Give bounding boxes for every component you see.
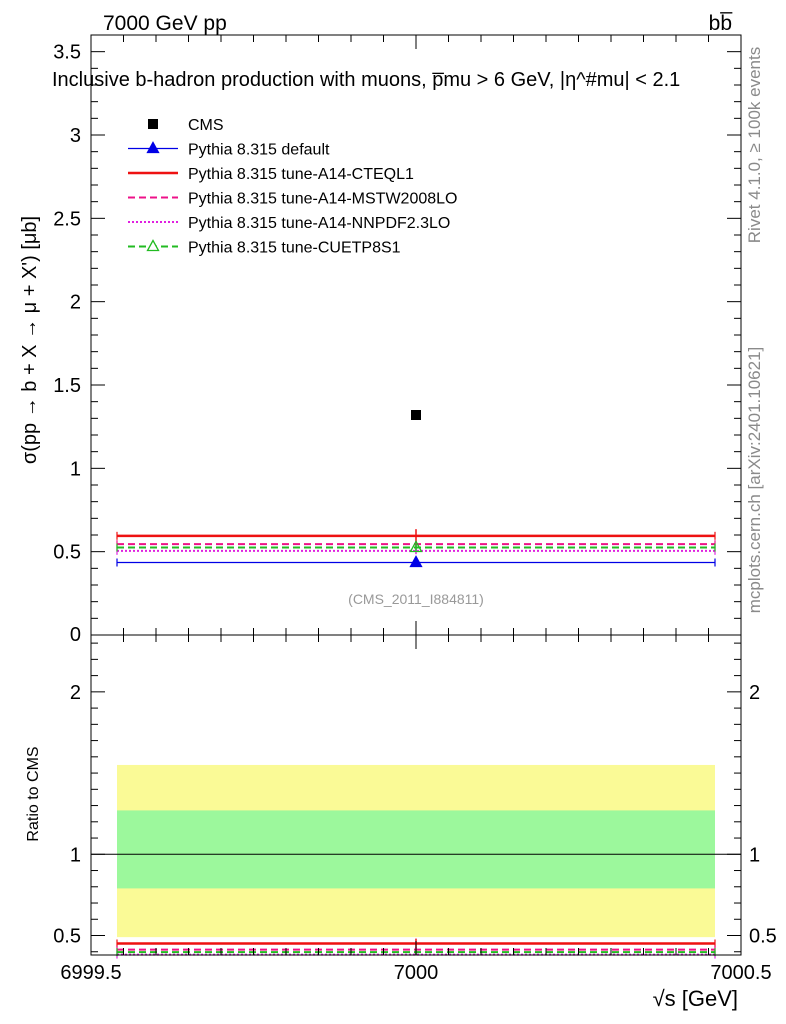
legend-marker-4 <box>146 239 160 252</box>
y-axis-label: σ(pp → b + X → μ + X') [μb] <box>19 216 41 464</box>
x-tick-label: 7000.5 <box>710 962 771 984</box>
data-point-cms <box>411 410 421 420</box>
y-tick-label-zero: 0 <box>70 624 81 646</box>
series-marker-4 <box>409 540 423 553</box>
legend-label-2: Pythia 8.315 tune-A14-MSTW2008LO <box>188 191 457 208</box>
ratio-y-tick-label-left: 1 <box>70 844 81 866</box>
analysis-tag: (CMS_2011_I884811) <box>348 591 484 607</box>
ratio-y-tick-label-right: 2 <box>749 682 760 704</box>
y-tick-label: 1 <box>70 458 81 480</box>
header-right: bb̅ <box>709 12 734 35</box>
y-tick-label: 1.5 <box>53 375 81 397</box>
legend-label-cms: CMS <box>188 117 224 134</box>
y-tick-label: 2.5 <box>53 208 81 230</box>
ratio-y-tick-label-right: 1 <box>749 844 760 866</box>
ratio-band-inner <box>117 810 715 889</box>
ratio-y-tick-label-left: 2 <box>70 682 81 704</box>
legend-marker-0 <box>146 141 160 154</box>
series-marker-0 <box>409 555 423 568</box>
ratio-y-tick-label-left: 0.5 <box>53 926 81 948</box>
series-markers <box>409 410 423 568</box>
legend-label-0: Pythia 8.315 default <box>188 142 330 159</box>
legend-label-4: Pythia 8.315 tune-CUETP8S1 <box>188 240 401 257</box>
y-tick-label: 2 <box>70 292 81 314</box>
legend-marker-cms <box>148 119 158 129</box>
axis-ticks <box>90 34 742 955</box>
legend-label-3: Pythia 8.315 tune-A14-NNPDF2.3LO <box>188 215 450 232</box>
chart-title: Inclusive b-hadron production with muons… <box>52 69 680 91</box>
x-axis-label: √s [GeV] <box>653 986 738 1011</box>
header-left: 7000 GeV pp <box>103 12 227 35</box>
side-text-rivet: Rivet 4.1.0, ≥ 100k events <box>745 47 764 243</box>
y-tick-label: 0.5 <box>53 542 81 564</box>
x-tick-label: 6999.5 <box>60 962 121 984</box>
x-tick-label: 7000 <box>394 962 439 984</box>
legend-label-1: Pythia 8.315 tune-A14-CTEQL1 <box>188 166 414 183</box>
legend: CMS Pythia 8.315 default Pythia 8.315 tune… <box>128 117 457 257</box>
y-tick-label: 3.5 <box>53 42 81 64</box>
axis-tick-labels: 0.5 1 1.5 2 2.5 3 3.5 0 0.5 0.5 1 1 2 2 6999.5 7000 7000… <box>53 42 777 984</box>
ratio-y-axis-label: Ratio to CMS <box>25 746 42 841</box>
ratio-bands <box>91 764 741 938</box>
y-tick-label: 3 <box>70 125 81 147</box>
ratio-y-tick-label-right: 0.5 <box>749 926 777 948</box>
side-text-mcplots: mcplots.cern.ch [arXiv:2401.10621] <box>745 347 764 613</box>
